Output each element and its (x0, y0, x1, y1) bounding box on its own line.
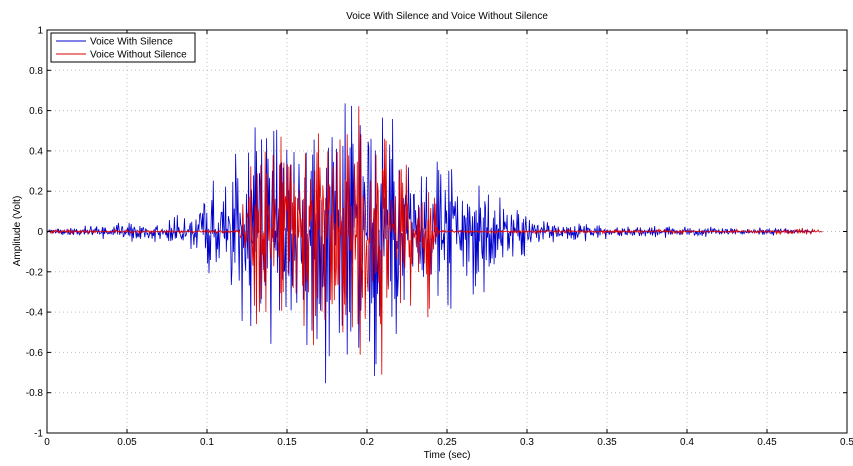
x-tick-label: 0.3 (520, 437, 534, 448)
series-voice-without-silence (46, 106, 823, 375)
x-tick-label: 0.25 (437, 437, 457, 448)
y-tick-label: -0.4 (26, 308, 44, 319)
legend-entry: Voice Without Silence (90, 50, 187, 61)
x-tick-label: 0.1 (200, 437, 214, 448)
x-tick-label: 0.05 (117, 437, 137, 448)
x-tick-label: 0.2 (360, 437, 374, 448)
y-axis-label: Amplitude (Volt) (12, 196, 23, 267)
y-tick-label: 0.6 (29, 106, 43, 117)
y-tick-label: -0.6 (26, 348, 44, 359)
y-tick-label: 0.4 (29, 146, 43, 157)
x-tick-label: 0.35 (597, 437, 617, 448)
x-tick-label: 0.45 (757, 437, 777, 448)
x-tick-label: 0.15 (277, 437, 297, 448)
chart-title: Voice With Silence and Voice Without Sil… (346, 11, 548, 22)
x-axis-label: Time (sec) (424, 450, 471, 461)
series-voice-with-silence (46, 103, 815, 384)
series-layer (46, 103, 823, 384)
y-tick-label: 1 (37, 26, 43, 37)
legend-box (50, 32, 196, 63)
y-tick-label: 0.8 (29, 66, 43, 77)
x-tick-label: 0.4 (680, 437, 694, 448)
y-tick-label: 0 (37, 227, 43, 238)
y-tick-label: 0.2 (29, 187, 43, 198)
y-tick-label: -0.2 (26, 267, 44, 278)
axis-ticks: 0 0.05 0.1 0.15 0.2 0.25 0.3 0.35 0.4 0.45 0.5 -1 -0… (26, 26, 853, 449)
legend-entry: Voice With Silence (90, 37, 173, 48)
y-tick-label: -1 (34, 429, 43, 440)
x-tick-label: 0.5 (840, 437, 853, 448)
legend: Voice With Silence Voice Without Silence (50, 32, 196, 63)
x-tick-label: 0 (44, 437, 50, 448)
y-tick-label: -0.8 (26, 388, 44, 399)
